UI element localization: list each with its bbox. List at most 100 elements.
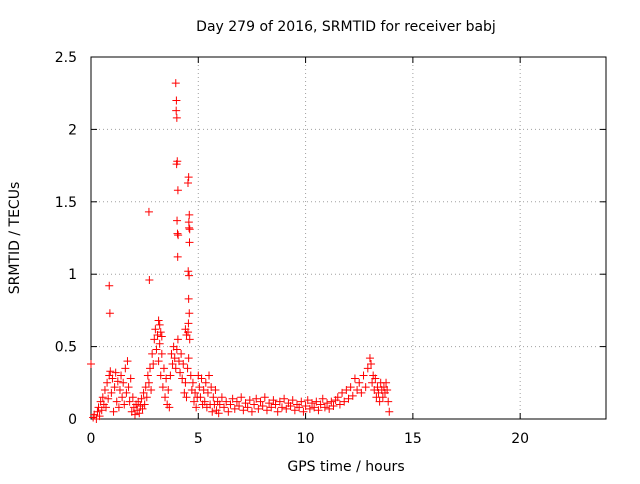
- data-point: [359, 371, 368, 380]
- x-tick-label: 15: [404, 431, 422, 447]
- data-point: [305, 404, 314, 413]
- data-point: [179, 359, 188, 368]
- data-point: [375, 397, 384, 406]
- data-point: [254, 404, 263, 413]
- data-point: [182, 331, 191, 340]
- plot-frame: [90, 56, 607, 420]
- data-point: [173, 252, 182, 261]
- data-point: [110, 383, 119, 392]
- data-point: [152, 345, 161, 354]
- x-tick-label: 0: [87, 431, 96, 447]
- data-point: [290, 406, 299, 415]
- data-point: [318, 394, 327, 403]
- x-tick-label: 20: [511, 431, 529, 447]
- data-point: [165, 403, 174, 412]
- data-point: [267, 403, 276, 412]
- data-point: [139, 388, 148, 397]
- data-point: [105, 309, 114, 318]
- data-point: [184, 267, 193, 276]
- data-point: [228, 394, 237, 403]
- data-point: [382, 378, 391, 387]
- data-point: [185, 309, 194, 318]
- data-point: [150, 335, 159, 344]
- data-point: [149, 359, 158, 368]
- data-point: [357, 388, 366, 397]
- data-point: [269, 396, 278, 405]
- data-point: [237, 393, 246, 402]
- data-point: [353, 386, 362, 395]
- y-tick-label: 2.5: [55, 50, 77, 66]
- data-point: [384, 397, 393, 406]
- data-point: [316, 400, 325, 409]
- data-point: [297, 397, 306, 406]
- data-point: [122, 388, 131, 397]
- data-point: [158, 383, 167, 392]
- data-point: [95, 412, 104, 421]
- data-point: [156, 328, 165, 337]
- x-tick-label: 10: [297, 431, 315, 447]
- data-point: [383, 386, 392, 395]
- data-point: [312, 397, 321, 406]
- data-point: [181, 378, 190, 387]
- data-point: [367, 359, 376, 368]
- data-point: [348, 391, 357, 400]
- data-point: [226, 400, 235, 409]
- data-point: [282, 404, 291, 413]
- data-point: [191, 388, 200, 397]
- data-point: [125, 397, 134, 406]
- data-point: [260, 393, 269, 402]
- data-point: [184, 354, 193, 363]
- data-point: [186, 371, 195, 380]
- data-point: [177, 349, 186, 358]
- data-point: [172, 160, 181, 169]
- data-point: [232, 397, 241, 406]
- data-point: [121, 364, 130, 373]
- data-point: [173, 229, 182, 238]
- data-point: [310, 403, 319, 412]
- y-tick-label: 0.5: [55, 340, 77, 356]
- data-point: [109, 407, 118, 416]
- data-point: [200, 397, 209, 406]
- data-point: [100, 386, 109, 395]
- data-point: [146, 364, 155, 373]
- data-point: [154, 316, 163, 325]
- data-point: [118, 393, 127, 402]
- data-point: [262, 406, 271, 415]
- data-point: [217, 393, 226, 402]
- data-point: [102, 403, 111, 412]
- data-point: [273, 407, 282, 416]
- data-point: [211, 386, 220, 395]
- data-point: [385, 407, 394, 416]
- data-point: [188, 378, 197, 387]
- data-point: [183, 178, 192, 187]
- data-point: [314, 406, 323, 415]
- data-point: [113, 377, 122, 386]
- data-point: [299, 407, 308, 416]
- data-point: [161, 393, 170, 402]
- data-point: [172, 113, 181, 122]
- tick-layer: 0 5 10 15 20 0 0.5 1 1.5 2 2.5: [55, 50, 606, 447]
- data-point: [126, 374, 135, 383]
- data-point: [239, 406, 248, 415]
- data-point: [368, 378, 377, 387]
- data-point: [173, 216, 182, 225]
- data-point: [111, 368, 120, 377]
- data-point: [143, 371, 152, 380]
- data-point: [199, 386, 208, 395]
- data-point: [222, 397, 231, 406]
- data-point: [184, 173, 193, 182]
- data-point: [185, 210, 194, 219]
- data-point: [168, 359, 177, 368]
- data-point: [172, 345, 181, 354]
- data-point: [346, 383, 355, 392]
- data-point: [201, 378, 210, 387]
- y-tick-label: 2: [68, 122, 77, 138]
- data-point: [130, 410, 139, 419]
- data-point: [250, 400, 259, 409]
- data-point: [142, 393, 151, 402]
- data-point: [355, 378, 364, 387]
- data-point: [350, 374, 359, 383]
- chart-title: Day 279 of 2016, SRMTID for receiver bab…: [196, 19, 496, 35]
- data-point: [154, 357, 163, 366]
